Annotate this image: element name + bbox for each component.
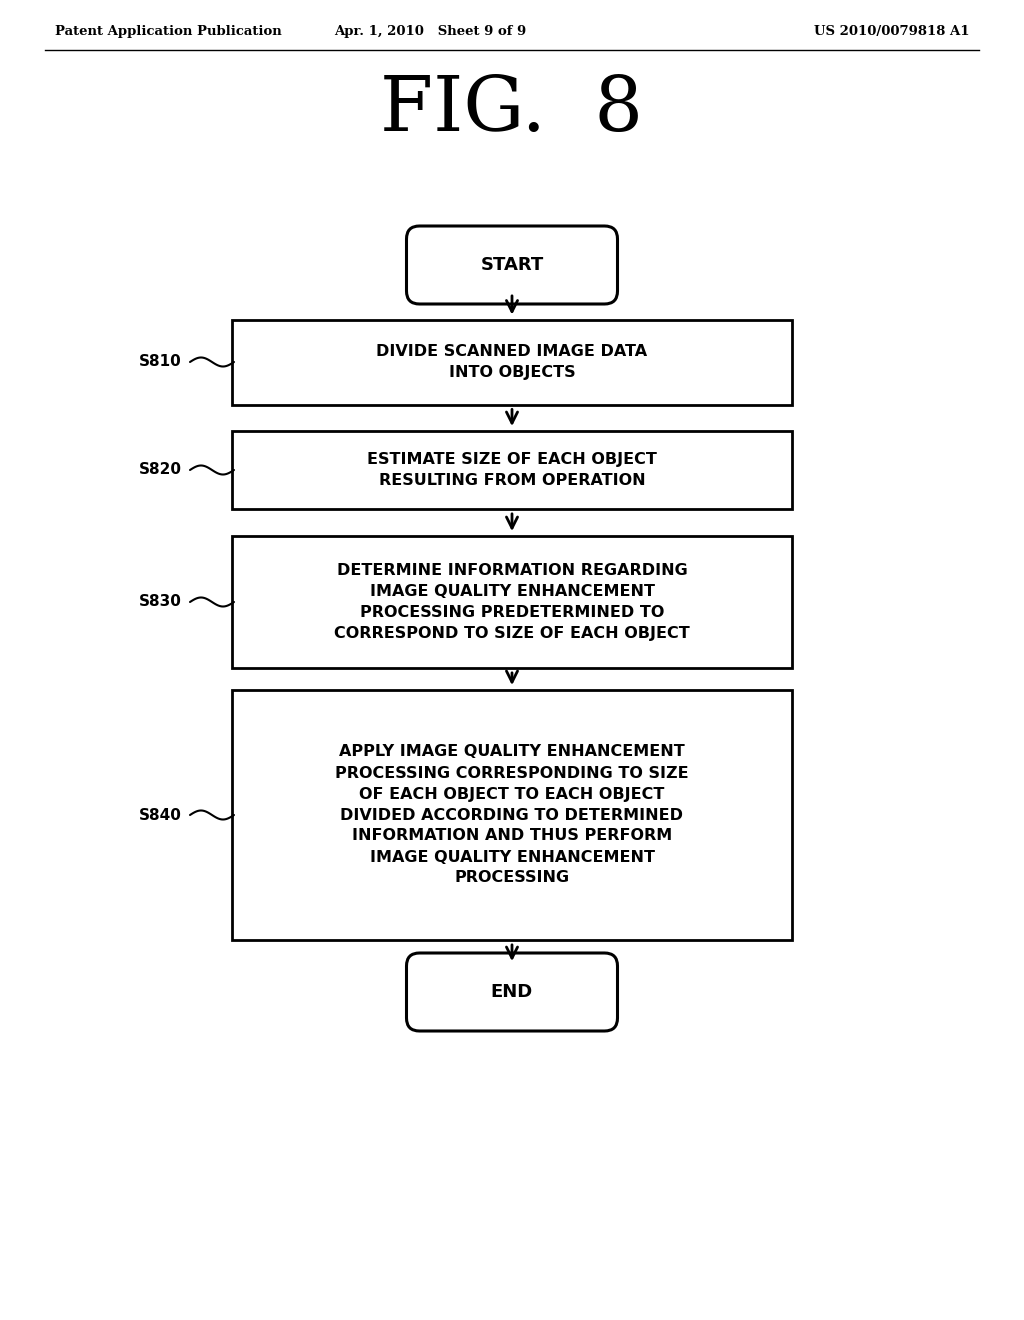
Text: ESTIMATE SIZE OF EACH OBJECT
RESULTING FROM OPERATION: ESTIMATE SIZE OF EACH OBJECT RESULTING F… xyxy=(367,451,657,488)
Text: S830: S830 xyxy=(138,594,181,610)
Text: DIVIDE SCANNED IMAGE DATA
INTO OBJECTS: DIVIDE SCANNED IMAGE DATA INTO OBJECTS xyxy=(377,345,647,380)
Text: DETERMINE INFORMATION REGARDING
IMAGE QUALITY ENHANCEMENT
PROCESSING PREDETERMIN: DETERMINE INFORMATION REGARDING IMAGE QU… xyxy=(334,564,690,642)
FancyBboxPatch shape xyxy=(232,319,792,404)
FancyBboxPatch shape xyxy=(407,226,617,304)
FancyBboxPatch shape xyxy=(232,536,792,668)
Text: APPLY IMAGE QUALITY ENHANCEMENT
PROCESSING CORRESPONDING TO SIZE
OF EACH OBJECT : APPLY IMAGE QUALITY ENHANCEMENT PROCESSI… xyxy=(335,744,689,886)
Text: END: END xyxy=(490,983,534,1001)
FancyBboxPatch shape xyxy=(232,690,792,940)
Text: FIG.  8: FIG. 8 xyxy=(381,73,643,147)
Text: S810: S810 xyxy=(138,355,181,370)
Text: Patent Application Publication: Patent Application Publication xyxy=(55,25,282,38)
Text: Apr. 1, 2010   Sheet 9 of 9: Apr. 1, 2010 Sheet 9 of 9 xyxy=(334,25,526,38)
Text: US 2010/0079818 A1: US 2010/0079818 A1 xyxy=(814,25,970,38)
Text: S840: S840 xyxy=(138,808,181,822)
Text: S820: S820 xyxy=(138,462,181,478)
FancyBboxPatch shape xyxy=(232,432,792,510)
Text: START: START xyxy=(480,256,544,275)
FancyBboxPatch shape xyxy=(407,953,617,1031)
